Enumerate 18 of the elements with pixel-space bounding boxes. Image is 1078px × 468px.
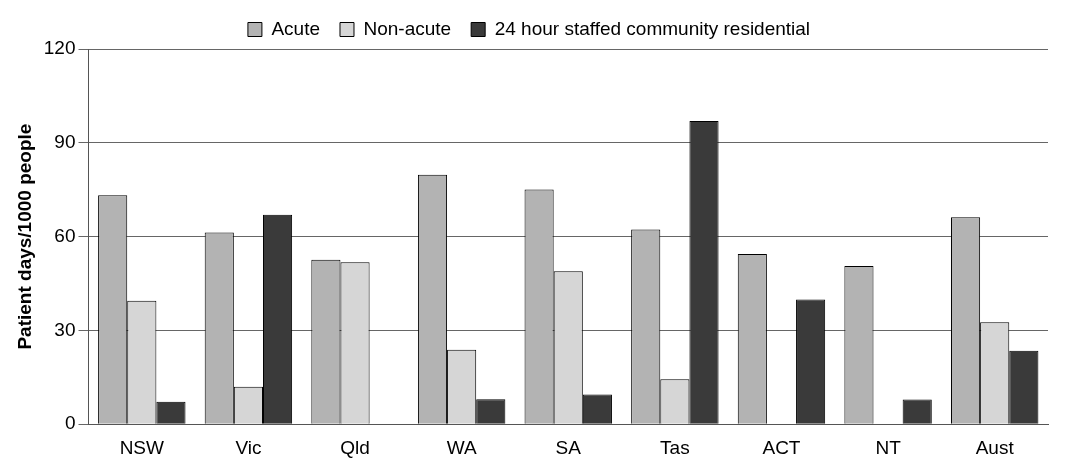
x-tick-label: WA xyxy=(446,436,477,458)
legend-label: Acute xyxy=(271,17,321,39)
y-tick-label: 60 xyxy=(54,224,76,246)
y-axis-title: Patient days/1000 people xyxy=(13,123,35,350)
legend-label: Non-acute xyxy=(363,17,452,39)
legend-label: 24 hour staffed community residential xyxy=(494,17,811,39)
x-tick-label: ACT xyxy=(762,436,801,458)
y-tick-label: 30 xyxy=(54,318,76,340)
x-tick-label: NSW xyxy=(119,436,165,458)
x-tick-label: NT xyxy=(875,436,902,458)
y-tick-label: 90 xyxy=(54,131,76,153)
x-tick-label: Tas xyxy=(660,436,690,458)
x-tick-label: Vic xyxy=(235,436,262,458)
y-tick-label: 0 xyxy=(64,412,76,434)
x-tick-label: Qld xyxy=(340,436,370,458)
x-tick-label: Aust xyxy=(975,436,1015,458)
y-tick-label: 120 xyxy=(43,37,76,59)
x-tick-label: SA xyxy=(555,436,582,458)
